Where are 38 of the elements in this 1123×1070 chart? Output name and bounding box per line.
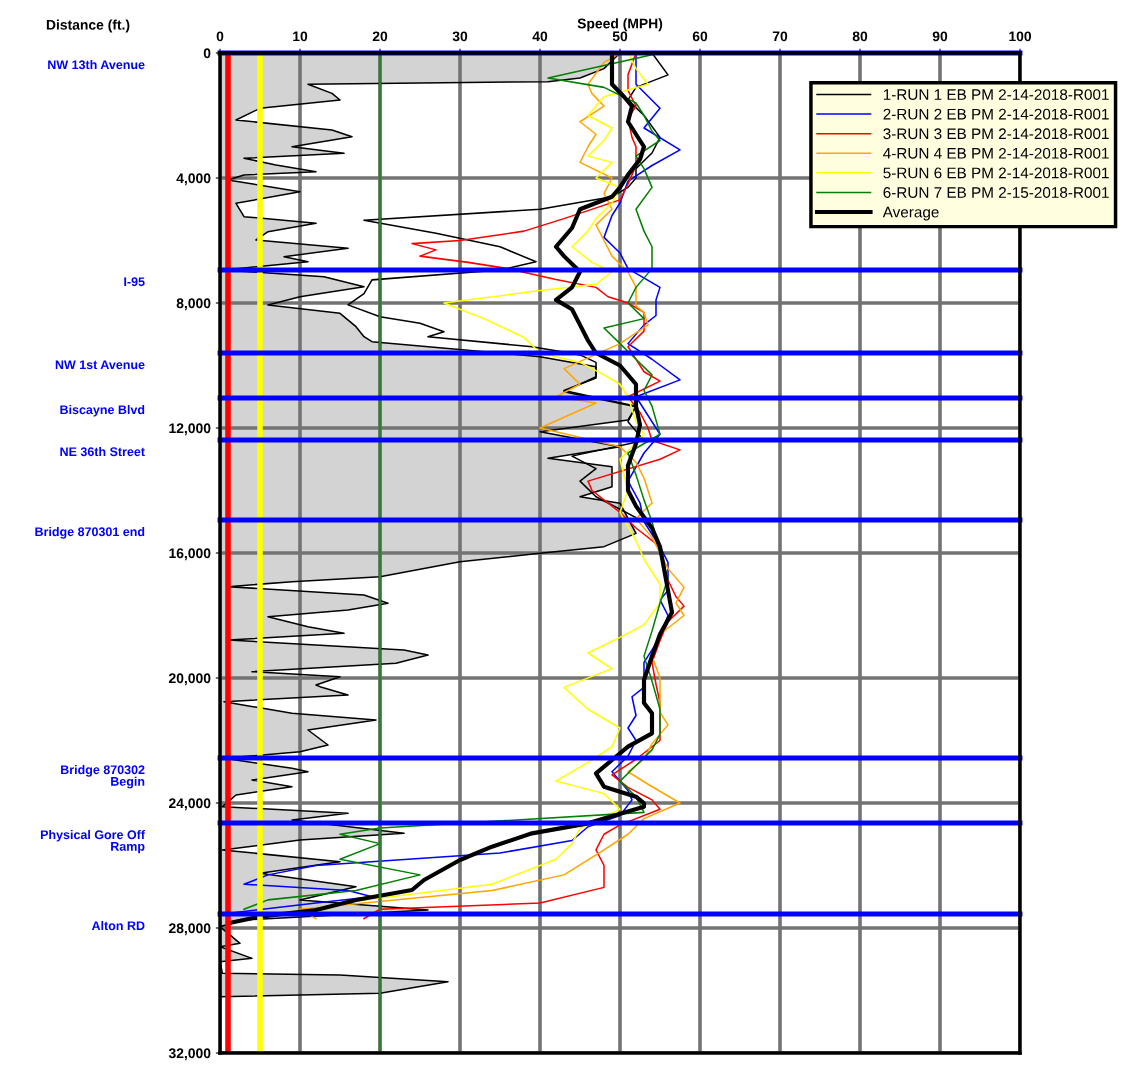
y-tick-label: 12,000 (169, 423, 211, 436)
x-tick-label: 30 (452, 31, 468, 42)
y-tick-label: 24,000 (168, 798, 211, 811)
ref-line-label: Biscayne Blvd (60, 404, 145, 417)
ref-line-label: Bridge 870302 Begin (61, 764, 145, 789)
ref-line-label: Physical Gore Off Ramp (40, 829, 146, 854)
y-tick-label: 20,000 (168, 673, 211, 686)
legend-label: 2-RUN 2 EB PM 2-14-2018-R001 (883, 108, 1109, 120)
ref-line-label: Alton RD (91, 920, 145, 931)
x-tick-label: 20 (372, 31, 388, 42)
y-tick-label: 16,000 (169, 548, 211, 561)
x-tick-label: 70 (772, 31, 788, 42)
x-tick-label: 40 (532, 31, 548, 42)
ref-line-label: I-95 (124, 277, 145, 287)
x-tick-label: 80 (852, 31, 868, 42)
y-tick-label: 0 (203, 48, 211, 59)
ref-line-label: Bridge 870301 end (35, 526, 145, 539)
legend-label: 5-RUN 6 EB PM 2-14-2018-R001 (883, 167, 1109, 179)
ref-line-label: NE 36th Street (60, 446, 145, 457)
x-tick-label: 60 (692, 31, 708, 42)
x-tick-label: 100 (1009, 31, 1032, 42)
legend-label: 3-RUN 3 EB PM 2-14-2018-R001 (883, 128, 1109, 140)
x-axis-title: Speed (MPH) (577, 18, 663, 32)
y-tick-label: 28,000 (168, 923, 211, 936)
legend-label: 6-RUN 7 EB PM 2-15-2018-R001 (883, 187, 1109, 198)
x-tick-label: 10 (293, 31, 308, 42)
y-tick-label: 4,000 (176, 173, 211, 186)
x-tick-label: 90 (932, 31, 948, 42)
legend-label: Average (882, 206, 939, 221)
ref-line-label: NW 13th Avenue (48, 59, 145, 70)
y-tick-label: 32,000 (168, 1048, 211, 1061)
x-tick-label: 0 (216, 31, 224, 42)
x-tick-label: 50 (612, 31, 628, 42)
legend-label: 1-RUN 1 EB PM 2-14-2018-R001 (883, 89, 1109, 100)
y-tick-label: 8,000 (176, 298, 211, 311)
legend-label: 4-RUN 4 EB PM 2-14-2018-R001 (883, 147, 1109, 159)
y-axis-title: Distance (ft.) (46, 19, 130, 33)
ref-line-label: NW 1st Avenue (55, 360, 145, 370)
